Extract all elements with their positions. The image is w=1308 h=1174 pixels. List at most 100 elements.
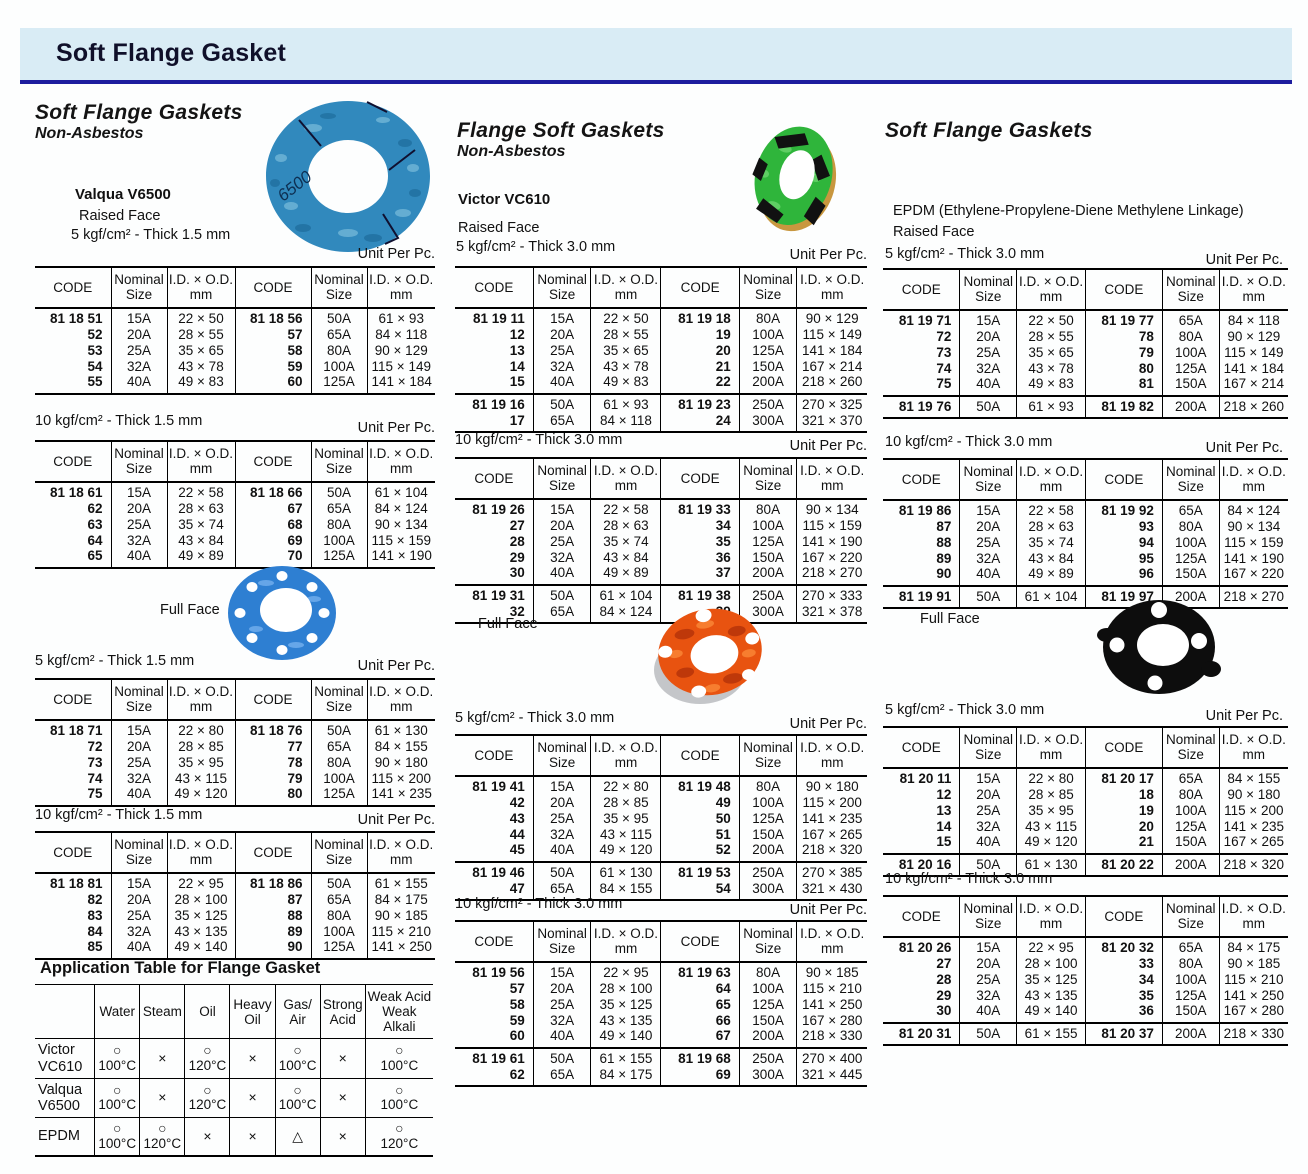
rating-cell: ○ 120°C — [184, 1078, 230, 1119]
table-row: 81 20 31 50A 61 × 155 81 20 37 200A 218 × 330 — [883, 1022, 1288, 1045]
application-header-row: Water Steam Oil Heavy Oil Gas/Air Strong Acid We… — [35, 984, 433, 1040]
code-cell: 62 — [87, 501, 103, 516]
dim-cell: 49 × 120 — [166, 786, 235, 807]
code-cell: 58 — [234, 342, 311, 359]
dim-cell: 321 × 430 — [796, 880, 867, 900]
column-header: I.D. × O.D. mm — [796, 735, 867, 778]
size-cell: 20A — [959, 519, 1017, 535]
size-cell: 125A — [1161, 360, 1220, 377]
blue-ring-gasket-photo: 6500 — [266, 101, 430, 252]
column-header: CODE — [1084, 727, 1163, 770]
size-cell: 40A — [532, 1028, 591, 1049]
table-row: 53 25A 35 × 65 58 80A 90 × 129 — [35, 342, 435, 359]
code-cell: 77 — [234, 739, 311, 755]
size-cell: 20A — [959, 956, 1017, 972]
size-cell: 50A — [310, 873, 367, 892]
code-cell: 81 18 66 — [234, 482, 311, 501]
orange-full-face-gasket-photo — [654, 608, 762, 704]
code-cell: 81 19 82 — [1084, 395, 1163, 418]
column-header: CODE — [455, 458, 534, 501]
code-cell: 35 — [1084, 987, 1163, 1004]
column-header: Nominal Size — [959, 727, 1017, 770]
dim-cell: 43 × 135 — [166, 923, 235, 940]
code-cell: 70 — [234, 548, 311, 569]
code-cell: 44 — [509, 826, 525, 842]
table-header-row: CODE Nominal Size I.D. × O.D. mm CODE Nominal S… — [455, 458, 867, 501]
left-raised-face-label: Raised Face — [79, 208, 161, 224]
left-section-title: Soft Flange Gaskets — [35, 101, 243, 124]
middle-raised-face-label: Raised Face — [458, 220, 540, 236]
code-cell: 69 — [660, 1066, 740, 1086]
table-row: 52 20A 28 × 55 57 65A 84 × 118 — [35, 327, 435, 343]
code-cell: 13 — [936, 802, 952, 818]
table-row: 62 20A 28 × 63 67 65A 84 × 124 — [35, 501, 435, 517]
dim-cell: 218 × 330 — [1218, 1022, 1288, 1045]
table-row: 73 25A 35 × 95 78 80A 90 × 180 — [35, 754, 435, 771]
code-cell: 35 — [660, 533, 740, 550]
column-header: I.D. × O.D. mm — [366, 679, 435, 722]
size-cell: 125A — [310, 548, 367, 569]
size-cell: 15A — [959, 937, 1017, 956]
dim-cell: 141 × 184 — [796, 342, 867, 359]
column-header: Nominal Size — [959, 896, 1017, 939]
dim-cell: 115 × 149 — [1218, 344, 1288, 361]
dim-cell: 35 × 74 — [1016, 534, 1086, 551]
dim-cell: 22 × 80 — [590, 776, 661, 795]
column-header: Nominal Size — [1161, 896, 1220, 939]
size-cell: 200A — [738, 842, 797, 863]
code-cell: 36 — [660, 549, 740, 566]
size-cell: 32A — [532, 549, 591, 566]
dim-cell: 35 × 65 — [1016, 344, 1086, 361]
code-cell: 57 — [509, 981, 525, 996]
rating-cell: ○ 100°C — [94, 1038, 140, 1079]
rating-cell: ○ 100°C — [364, 1078, 433, 1119]
dim-cell: 141 × 250 — [796, 996, 867, 1013]
dim-cell: 84 × 155 — [590, 880, 661, 900]
table-row: 74 32A 43 × 78 80 125A 141 × 184 — [883, 360, 1288, 377]
table-row: 29 32A 43 × 84 36 150A 167 × 220 — [455, 549, 867, 566]
table-row: 58 25A 35 × 125 65 125A 141 × 250 — [455, 996, 867, 1013]
code-cell: 32 — [509, 603, 525, 619]
dim-cell: 22 × 95 — [166, 873, 235, 892]
code-cell: 78 — [234, 754, 311, 771]
column-header: Nominal Size — [310, 832, 367, 875]
code-cell: 63 — [87, 516, 103, 532]
code-cell: 81 18 71 — [49, 723, 103, 739]
dim-cell: 43 × 84 — [1016, 550, 1086, 567]
dim-cell: 167 × 214 — [796, 358, 867, 375]
dim-cell: 90 × 129 — [1218, 329, 1288, 345]
size-cell: 40A — [959, 566, 1017, 587]
green-ring-gasket-photo — [752, 126, 837, 232]
dim-cell: 115 × 200 — [366, 770, 435, 787]
size-cell: 32A — [110, 358, 167, 375]
column-header: CODE — [234, 441, 311, 484]
column-header: CODE — [1084, 896, 1163, 939]
column-header: I.D. × O.D. mm — [1218, 896, 1288, 939]
table-row: 82 20A 28 × 100 87 65A 84 × 175 — [35, 892, 435, 908]
dim-cell: 49 × 120 — [590, 842, 661, 863]
left-raised-10kgf-table: CODE Nominal Size I.D. × O.D. mm CODE Nominal S… — [35, 440, 435, 570]
code-cell: 34 — [660, 518, 740, 534]
product-name-cell: Victor VC610 — [35, 1038, 95, 1079]
dim-cell: 270 × 333 — [796, 584, 867, 604]
middle-raised-10kgf-table: CODE Nominal Size I.D. × O.D. mm CODE Nominal S… — [455, 457, 867, 624]
code-cell: 81 19 38 — [660, 584, 740, 604]
code-cell: 81 19 77 — [1084, 310, 1163, 329]
right-full-face-label: Full Face — [920, 611, 980, 627]
left-full-face-label: Full Face — [160, 602, 220, 618]
right-spec-label-2: 10 kgf/cm² - Thick 3.0 mm — [885, 434, 1053, 450]
column-header: Nominal Size — [738, 267, 797, 310]
size-cell: 65A — [310, 739, 367, 755]
size-cell: 25A — [110, 754, 167, 771]
x-mark-icon: × — [338, 1049, 347, 1066]
code-cell: 67 — [234, 501, 311, 517]
code-cell: 19 — [1084, 802, 1163, 819]
size-cell: 150A — [738, 358, 797, 375]
dim-cell: 49 × 83 — [1016, 376, 1086, 397]
table-row: 65 40A 49 × 89 70 125A 141 × 190 — [35, 548, 435, 569]
dim-cell: 141 × 235 — [1218, 818, 1288, 835]
dim-cell: 141 × 235 — [366, 786, 435, 807]
size-cell: 15A — [532, 308, 591, 327]
dim-cell: 90 × 134 — [366, 516, 435, 533]
size-cell: 25A — [532, 342, 591, 359]
